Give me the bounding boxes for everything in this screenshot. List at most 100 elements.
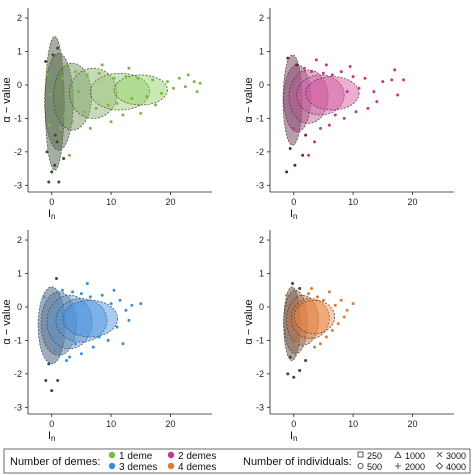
legend-demes-title: Number of demes: [10,456,100,468]
legend-label-250: 250 [367,451,382,461]
point-2-demes-19 [390,78,394,82]
point-4-demes-13 [339,298,343,302]
point-1-deme-32 [183,85,187,89]
point-3-demes-8 [71,290,75,294]
point-4-demes-2 [298,369,302,373]
ellipse-4-demes-4 [293,299,336,335]
point-1-deme-37 [109,120,113,124]
point-1-deme-27 [151,78,155,82]
point-4-demes-4 [304,358,308,362]
y-tick-label-4-demes--2: -2 [256,369,264,379]
ellipse-1-deme-0 [44,36,65,171]
point-3-demes-12 [109,302,113,306]
point-2-demes-27 [304,133,308,137]
point-3-demes-2 [56,379,60,383]
point-3-demes-1 [50,389,54,393]
point-1-deme-20 [106,103,110,107]
legend-swatch-2-demes [167,451,175,459]
point-4-demes-9 [315,295,319,299]
point-1-deme-29 [165,80,169,84]
x-tick-label-4-demes-0: 0 [291,419,296,429]
x-axis-title-2-demes: In [290,208,298,221]
legend-label-1000: 1000 [405,451,425,461]
ellipse-3-demes-0 [37,286,66,365]
legend-label-4-demes: 4 demes [178,462,216,473]
point-1-deme-22 [115,101,119,105]
point-1-deme-34 [198,81,202,85]
y-tick-label-4-demes--1: -1 [256,335,264,345]
point-1-deme-26 [145,95,149,99]
point-1-deme-15 [73,70,77,74]
x-tick-label-3-demes-0: 0 [49,419,54,429]
legend-label-3000: 3000 [446,451,466,461]
point-3-demes-7 [60,288,64,292]
point-2-demes-4 [307,153,311,157]
x-tick-label-2-demes-20: 20 [407,197,417,207]
point-2-demes-30 [393,68,397,72]
point-4-demes-23 [342,315,346,319]
y-tick-label-3-demes-0: 0 [17,302,22,312]
y-tick-label-3-demes-2: 2 [17,235,22,245]
point-2-demes-17 [372,90,376,94]
point-1-deme-46 [49,93,53,97]
point-1-deme-28 [160,91,164,95]
y-tick-label-1-deme-1: 1 [17,46,22,56]
point-1-deme-5 [55,140,59,144]
legend-square-icon [357,451,364,458]
legend-label-2-demes: 2 demes [178,451,216,462]
point-1-deme-14 [71,120,75,124]
y-axis-title-4-demes: α − value [243,299,255,344]
point-3-demes-15 [130,303,134,307]
point-3-demes-29 [127,318,131,322]
point-4-demes-22 [310,287,314,291]
point-4-demes-12 [333,303,337,307]
point-4-demes-14 [345,308,349,312]
point-2-demes-31 [366,106,370,110]
point-3-demes-13 [118,298,122,302]
point-3-demes-16 [139,302,143,306]
y-tick-label-1-deme--3: -3 [14,180,22,190]
x-tick-label-3-demes-10: 10 [106,419,116,429]
point-2-demes-25 [318,126,322,130]
ellipse-4-demes-3 [291,298,330,340]
y-tick-label-4-demes-0: 0 [259,302,264,312]
point-2-demes-15 [357,86,361,90]
legend-label-4000: 4000 [446,462,466,472]
ellipse-4-demes-2 [286,294,320,346]
x-tick-label-1-deme-10: 10 [106,197,116,207]
point-2-demes-3 [288,147,292,151]
point-1-deme-25 [136,76,140,80]
y-tick-label-1-deme--1: -1 [14,113,22,123]
point-4-demes-18 [313,345,317,349]
point-1-deme-40 [186,73,190,77]
legend-label-3-demes: 3 demes [119,462,157,473]
ellipse-2-demes-2 [288,69,329,124]
point-2-demes-29 [375,100,379,104]
point-4-demes-1 [292,375,296,379]
point-4-demes-17 [318,342,322,346]
legend-swatch-1-deme [108,451,116,459]
legend-plus-icon [395,463,401,469]
point-4-demes-0 [286,372,290,376]
ellipse-3-demes-1 [40,291,78,356]
point-1-deme-3 [57,180,61,184]
y-tick-label-4-demes--3: -3 [256,402,264,412]
point-1-deme-13 [65,63,69,67]
y-axis-title-3-demes: α − value [1,299,13,344]
point-2-demes-20 [396,93,400,97]
point-2-demes-24 [327,123,331,127]
y-tick-label-2-demes-1: 1 [259,46,264,56]
y-tick-label-3-demes--1: -1 [14,335,22,345]
point-2-demes-8 [302,66,306,70]
point-4-demes-21 [295,342,299,346]
legend-label-500: 500 [367,462,382,472]
x-tick-label-4-demes-10: 10 [348,419,358,429]
point-2-demes-23 [342,116,346,120]
point-2-demes-13 [345,90,349,94]
point-3-demes-11 [100,293,104,297]
point-1-deme-49 [154,103,158,107]
point-3-demes-18 [91,345,95,349]
point-1-deme-0 [50,170,54,174]
